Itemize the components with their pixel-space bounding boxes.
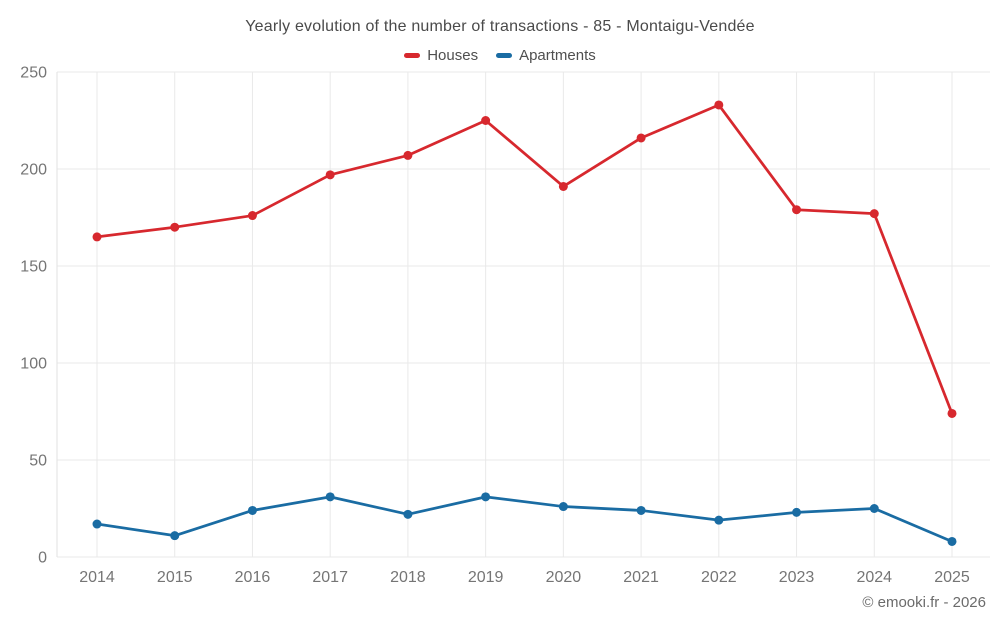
apartments-point[interactable]: [714, 515, 724, 525]
x-tick-label: 2025: [934, 569, 970, 586]
x-tick-label: 2022: [701, 569, 737, 586]
legend-item-apartments[interactable]: Apartments: [496, 47, 596, 64]
apartments-point[interactable]: [947, 536, 957, 546]
houses-point[interactable]: [170, 222, 180, 232]
apartments-point[interactable]: [792, 507, 802, 517]
houses-point[interactable]: [92, 232, 102, 242]
apartments-point[interactable]: [92, 519, 102, 529]
apartments-line: [95, 495, 954, 543]
legend: Houses Apartments: [0, 47, 1000, 64]
y-tick-label: 150: [20, 259, 47, 276]
x-tick-label: 2019: [468, 569, 504, 586]
y-tick-label: 0: [38, 550, 47, 567]
houses-point[interactable]: [247, 211, 257, 221]
apartments-point[interactable]: [558, 502, 568, 512]
houses-point[interactable]: [558, 181, 568, 191]
x-tick-label: 2017: [312, 569, 348, 586]
houses-point[interactable]: [481, 116, 491, 125]
x-tick-label: 2021: [623, 569, 659, 586]
x-tick-label: 2016: [235, 569, 271, 586]
chart-title: Yearly evolution of the number of transa…: [245, 18, 755, 35]
houses-point[interactable]: [792, 205, 802, 215]
legend-label-houses: Houses: [427, 47, 479, 64]
apartments-point[interactable]: [247, 505, 257, 515]
apartments-point[interactable]: [325, 492, 335, 502]
y-tick-label: 100: [20, 356, 47, 373]
apartments-point[interactable]: [869, 504, 879, 513]
houses-point[interactable]: [714, 100, 724, 110]
apartments-point[interactable]: [170, 531, 180, 541]
legend-label-apartments: Apartments: [519, 47, 596, 64]
y-tick-label: 50: [29, 453, 47, 470]
houses-point[interactable]: [325, 170, 335, 180]
apartments-point[interactable]: [481, 492, 491, 502]
houses-swatch-icon: [404, 53, 421, 58]
x-tick-label: 2023: [779, 569, 815, 586]
legend-item-houses[interactable]: Houses: [404, 47, 478, 64]
houses-point[interactable]: [403, 150, 413, 160]
apartments-swatch-icon: [496, 53, 513, 58]
y-tick-label: 250: [20, 65, 47, 82]
x-tick-label: 2020: [546, 569, 582, 586]
x-tick-label: 2014: [79, 569, 115, 586]
houses-point[interactable]: [869, 209, 879, 219]
y-tick-label: 200: [20, 162, 47, 179]
houses-point[interactable]: [636, 133, 646, 143]
apartments-point[interactable]: [403, 509, 413, 519]
houses-line: [95, 103, 954, 415]
x-tick-label: 2015: [157, 569, 193, 586]
x-tick-label: 2018: [390, 569, 426, 586]
x-tick-label: 2024: [856, 569, 892, 586]
houses-point[interactable]: [947, 408, 957, 418]
credit-text: © emooki.fr - 2026: [862, 594, 986, 611]
apartments-point[interactable]: [636, 505, 646, 515]
